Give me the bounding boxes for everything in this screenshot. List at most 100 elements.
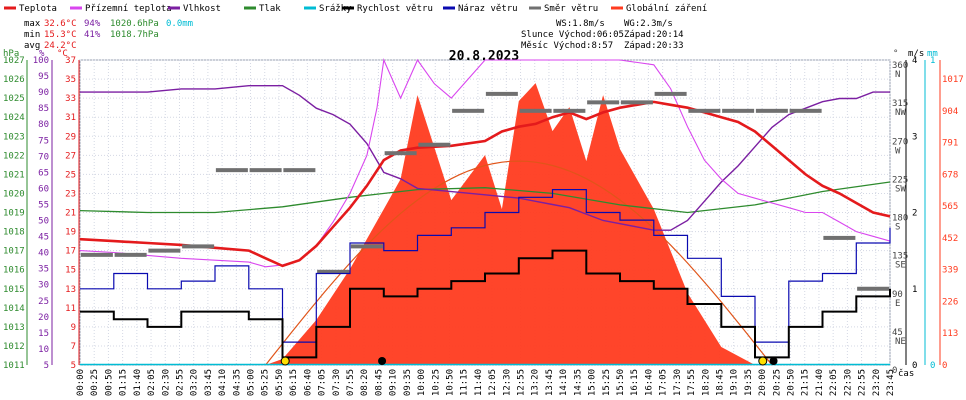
- sunset-icon: [758, 356, 768, 366]
- tick-pct: 80: [38, 120, 49, 130]
- tick-hpa: 1018: [3, 228, 25, 238]
- tick-ms: 2: [912, 209, 917, 219]
- tick-deg: 90: [892, 290, 903, 300]
- tick-x: 04:10: [218, 369, 228, 396]
- wind-direction-mark: [755, 108, 788, 113]
- legend-label: Vlhkost: [183, 4, 221, 14]
- info-moonset: Západ:20:33: [624, 41, 684, 51]
- tick-c: 7: [71, 342, 76, 352]
- tick-mm: 0: [930, 361, 935, 371]
- tick-x: 11:15: [460, 369, 470, 396]
- tick-dir: NE: [895, 337, 906, 347]
- wind-direction-mark: [80, 252, 113, 257]
- axis-unit-deg: °: [893, 49, 898, 59]
- info-wind-speed: WS:1.8m/s: [556, 19, 605, 29]
- wind-direction-mark: [654, 91, 687, 96]
- tick-x: 16:40: [644, 369, 654, 396]
- wind-direction-mark: [452, 108, 485, 113]
- wind-direction-mark: [283, 168, 316, 173]
- tick-c: 21: [65, 209, 76, 219]
- tick-x: 14:35: [573, 369, 583, 396]
- series-temperature: [79, 100, 891, 268]
- tick-pct: 55: [38, 200, 49, 210]
- tick-pct: 45: [38, 233, 49, 243]
- tick-x: 15:50: [616, 369, 626, 396]
- tick-pct: 15: [38, 329, 49, 339]
- tick-x: 21:40: [815, 369, 825, 396]
- tick-x: 01:15: [119, 369, 129, 396]
- tick-pct: 5: [44, 361, 49, 371]
- wind-direction-mark: [519, 108, 552, 113]
- tick-x: 03:45: [204, 369, 214, 396]
- tick-x: 17:05: [659, 369, 669, 396]
- tick-x: 07:05: [318, 369, 328, 396]
- tick-pct: 70: [38, 152, 49, 162]
- stat-min-humidity: 41%: [84, 30, 101, 40]
- stats-block: max 32.6°C 94% 1020.6hPa 0.0mm min 15.3°C 41% 10…: [24, 19, 193, 51]
- wind-direction-mark: [789, 108, 822, 113]
- tick-x: 04:35: [232, 369, 242, 396]
- tick-rad: 1017: [942, 75, 964, 85]
- tick-rad: 904: [942, 107, 958, 117]
- tick-c: 13: [65, 285, 76, 295]
- tick-hpa: 1025: [3, 94, 25, 104]
- legend-label: Teplota: [19, 4, 57, 14]
- tick-x: 00:50: [104, 369, 114, 396]
- tick-x: 17:30: [673, 369, 683, 396]
- tick-rad: 565: [942, 202, 958, 212]
- tick-rad: 678: [942, 170, 958, 180]
- moonrise-icon: [378, 357, 387, 365]
- tick-x: 12:55: [517, 369, 527, 396]
- tick-hpa: 1024: [3, 113, 25, 123]
- tick-ms: 1: [912, 285, 917, 295]
- tick-deg: 315: [892, 99, 908, 109]
- stat-avg-temp: 24.2°C: [44, 41, 77, 51]
- tick-deg: 135: [892, 252, 908, 262]
- tick-c: 29: [65, 132, 76, 142]
- tick-hpa: 1026: [3, 75, 25, 85]
- wind-direction-mark: [215, 168, 248, 173]
- tick-x: 00:25: [90, 369, 100, 396]
- tick-x: 19:35: [744, 369, 754, 396]
- tick-c: 27: [65, 151, 76, 161]
- tick-pct: 85: [38, 104, 49, 114]
- tick-c: 5: [71, 361, 76, 371]
- tick-x: 02:30: [161, 369, 171, 396]
- tick-pct: 90: [38, 88, 49, 98]
- series-humidity: [80, 84, 890, 231]
- tick-x: 11:40: [474, 369, 484, 396]
- tick-hpa: 1027: [3, 56, 25, 66]
- tick-hpa: 1013: [3, 323, 25, 333]
- tick-x: 02:05: [147, 369, 157, 396]
- tick-hpa: 1011: [3, 361, 25, 371]
- tick-x: 03:20: [190, 369, 200, 396]
- tick-dir: N: [895, 70, 900, 80]
- tick-rad: 452: [942, 234, 958, 244]
- stat-max-humidity: 94%: [84, 19, 101, 29]
- tick-x: 15:25: [602, 369, 612, 396]
- tick-pct: 10: [38, 345, 49, 355]
- tick-deg: 360: [892, 61, 908, 71]
- tick-pct: 65: [38, 168, 49, 178]
- tick-dir: SE: [895, 261, 906, 271]
- tick-hpa: 1021: [3, 170, 25, 180]
- stat-max-temp: 32.6°C: [44, 19, 77, 29]
- tick-rad: 226: [942, 297, 958, 307]
- tick-rad: 791: [942, 139, 958, 149]
- tick-mm: 1: [930, 56, 935, 66]
- tick-c: 15: [65, 266, 76, 276]
- tick-x: 07:55: [346, 369, 356, 396]
- tick-pct: 95: [38, 72, 49, 82]
- wind-direction-mark: [857, 286, 890, 291]
- tick-x: 08:20: [360, 369, 370, 396]
- tick-x: 19:10: [730, 369, 740, 396]
- tick-hpa: 1022: [3, 151, 25, 161]
- wind-direction-mark: [587, 100, 620, 105]
- tick-x: 20:00: [758, 369, 768, 396]
- tick-c: 11: [65, 304, 76, 314]
- tick-pct: 35: [38, 265, 49, 275]
- tick-x: 12:05: [488, 369, 498, 396]
- tick-dir: SW: [895, 184, 906, 194]
